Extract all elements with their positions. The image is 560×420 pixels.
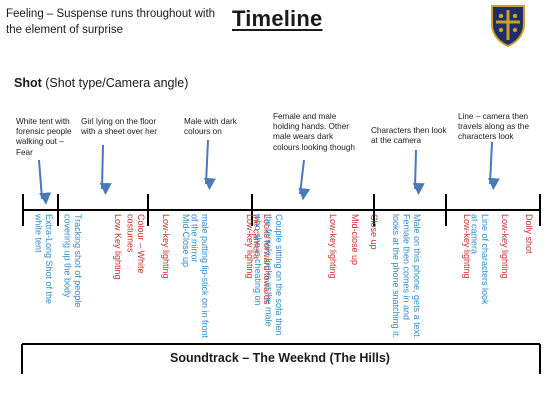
note-female-male: Female and male holding hands. Other mal… (273, 112, 355, 152)
note-male-dark-colours: Male with dark colours on (184, 117, 237, 137)
shot-heading-rest: (Shot type/Camera angle) (41, 76, 189, 90)
school-crest-icon (491, 5, 525, 48)
shot-annotation: Looks forward towards the camera (251, 214, 272, 305)
shot-annotation: Extra-Long Shot of the white tent (33, 214, 54, 305)
note-characters-look: Characters then look at the camera (371, 126, 447, 146)
shot-annotation: Low-key lighting (245, 214, 255, 279)
arrow-5 (412, 149, 425, 196)
note-white-tent: White tent with forensic people walking … (16, 117, 72, 157)
shot-annotation: Dolly shot (524, 214, 534, 254)
arrow-4 (298, 159, 311, 201)
shot-annotation: Couple sitting on the sofa then the fema… (252, 214, 284, 336)
note-arrows (38, 139, 500, 205)
note-girl-lying: Girl lying on the floor with a sheet ove… (81, 117, 158, 137)
shot-annotation: Colour – White costumes (125, 214, 146, 274)
shot-annotation: Low-key lighting (328, 214, 338, 279)
arrow-6 (487, 141, 500, 191)
arrow-3 (203, 139, 216, 191)
note-line-camera: Line – camera then travels along as the … (458, 112, 530, 142)
timeline-ticks (22, 194, 541, 226)
shot-annotation: Male on this phone, gets a text. Female … (401, 214, 422, 340)
shot-annotation: looks at the phone snatching it. (391, 214, 401, 339)
shot-annotation: Tracking shot of people covering up the … (62, 214, 83, 308)
shot-annotation: Mid-Close up (181, 214, 191, 268)
shot-annotation: Line of characters look at camera (469, 214, 490, 305)
shot-annotation: Low-key lighting (462, 214, 472, 279)
soundtrack-label: Soundtrack – The Weeknd (The Hills) (170, 351, 390, 365)
shot-heading-bold: Shot (14, 76, 42, 90)
shot-heading: Shot (Shot type/Camera angle) (14, 76, 188, 90)
shot-annotation: Close up (369, 214, 379, 250)
shot-annotation: Low-key lighting (161, 214, 171, 279)
feeling-caption: Feeling – Suspense runs throughout with … (6, 8, 216, 36)
arrow-1 (38, 159, 52, 205)
shot-annotation: Low-key lighting (500, 214, 510, 279)
arrow-2 (99, 144, 112, 196)
shot-annotation: male putting lip-stick on in front of th… (189, 214, 210, 339)
page-title: Timeline (232, 6, 323, 31)
shot-annotation: Low Key lighting (113, 214, 123, 280)
soundtrack-bracket (21, 343, 541, 374)
shot-annotation: Mid-close up (350, 214, 360, 266)
